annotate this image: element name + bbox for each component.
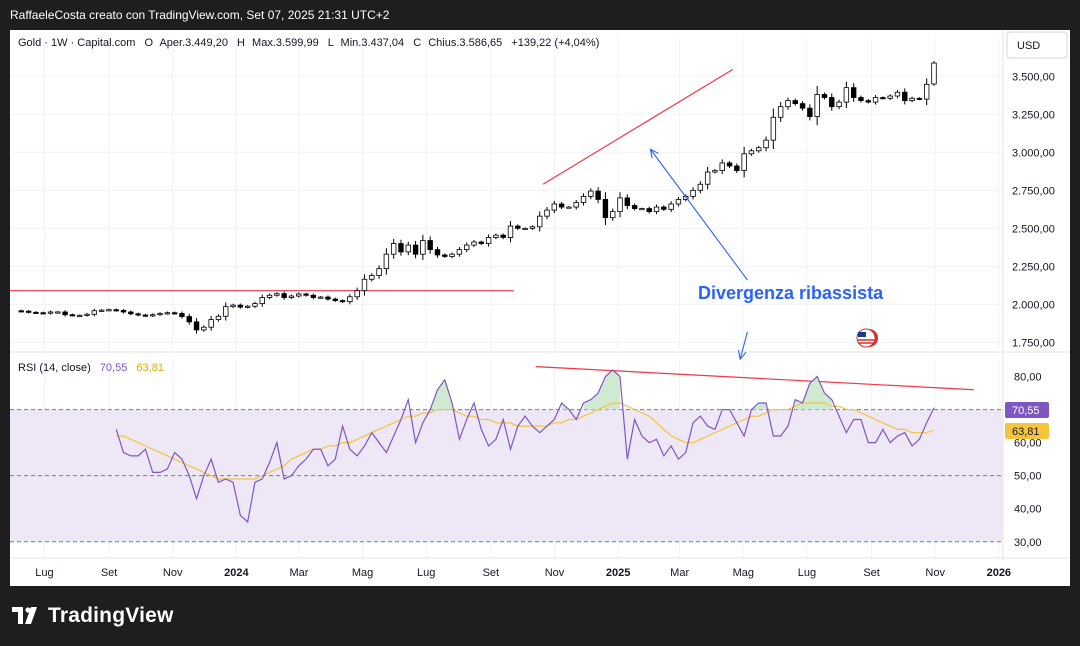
chart-frame[interactable] [10,30,1070,586]
attribution-text: RaffaeleCosta creato con TradingView.com… [10,8,390,22]
attribution-bar: RaffaeleCosta creato con TradingView.com… [0,0,1080,30]
tradingview-logo-icon [12,607,37,624]
tradingview-logo[interactable]: TradingView [12,604,174,628]
brand-name: TradingView [48,604,174,627]
